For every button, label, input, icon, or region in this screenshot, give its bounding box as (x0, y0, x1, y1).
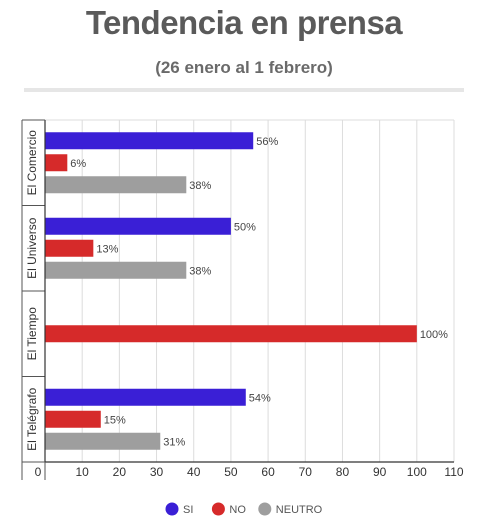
bar-no (45, 325, 417, 343)
category-label: El Telégrafo (25, 387, 39, 450)
bar-neutro (45, 432, 161, 450)
legend-swatch-no (211, 502, 225, 516)
x-tick-label: 60 (261, 465, 275, 479)
x-tick-label: 70 (299, 465, 313, 479)
category-label: El Tiempo (25, 307, 39, 361)
data-label: 54% (249, 392, 271, 404)
x-tick-label: 10 (76, 465, 90, 479)
x-tick-label: 30 (150, 465, 164, 479)
chart-subtitle: (26 enero al 1 febrero) (155, 58, 333, 77)
x-tick-label: 40 (187, 465, 201, 479)
data-label: 31% (163, 436, 185, 448)
bar-no (45, 239, 94, 257)
data-label: 56% (256, 136, 278, 148)
bar-neutro (45, 176, 187, 194)
x-tick-label: 20 (113, 465, 127, 479)
bar-no (45, 410, 101, 428)
bar-neutro (45, 261, 187, 279)
data-label: 100% (420, 329, 448, 341)
data-label: 38% (189, 265, 211, 277)
x-tick-label: 100 (407, 465, 427, 479)
legend-label: NO (229, 504, 246, 516)
legend-label: SI (183, 504, 193, 516)
legend-swatch-neutro (258, 502, 272, 516)
category-label: El Comercio (25, 130, 39, 196)
data-label: 38% (189, 180, 211, 192)
bar-no (45, 154, 68, 172)
x-tick-label: 80 (336, 465, 350, 479)
x-tick-label: 0 (35, 465, 42, 479)
bar-si (45, 388, 246, 406)
x-tick-label: 110 (444, 465, 463, 479)
bar-si (45, 132, 254, 150)
data-label: 15% (104, 414, 126, 426)
data-label: 6% (70, 158, 86, 170)
chart-title: Tendencia en prensa (85, 4, 403, 41)
legend-label: NEUTRO (276, 504, 323, 516)
title-divider (24, 88, 464, 92)
bar-si (45, 217, 231, 235)
data-label: 50% (234, 221, 256, 233)
x-tick-label: 50 (224, 465, 238, 479)
x-tick-label: 90 (373, 465, 387, 479)
category-label: El Universo (25, 217, 39, 279)
data-label: 13% (96, 243, 118, 255)
legend-swatch-si (165, 502, 179, 516)
